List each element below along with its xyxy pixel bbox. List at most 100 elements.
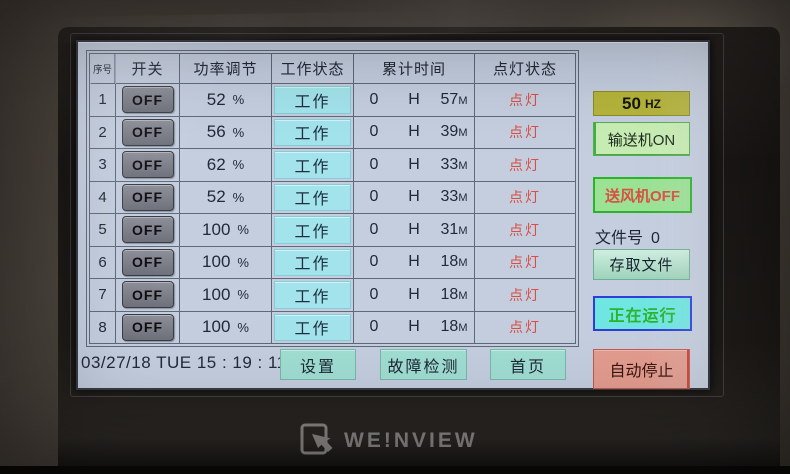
switch-cell: OFF	[116, 214, 180, 247]
runtime-cell: 0 H 39M	[354, 116, 475, 149]
file-number-line: 文件号 0	[595, 224, 660, 248]
runtime-minutes: 31M	[440, 220, 468, 238]
status-cell: 工作	[272, 279, 354, 312]
switch-cell: OFF	[116, 84, 180, 117]
work-status-indicator: 工作	[274, 118, 351, 146]
lamp-status: 点灯	[475, 246, 576, 279]
lamp-status: 点灯	[475, 279, 576, 312]
power-unit: %	[232, 124, 245, 140]
blower-toggle-button[interactable]: 送风机OFF	[593, 177, 692, 213]
runtime-cell: 0 H 18M	[354, 311, 475, 344]
frequency-unit: HZ	[644, 96, 661, 111]
power-value: 100	[202, 252, 231, 272]
lamp-status: 点灯	[475, 84, 576, 117]
file-access-button[interactable]: 存取文件	[593, 249, 690, 280]
runtime-minutes: 57M	[440, 90, 468, 108]
header-serial: 序号	[90, 54, 116, 84]
switch-cell: OFF	[116, 311, 180, 344]
runtime-cell: 0 H 18M	[354, 279, 475, 312]
power-value: 52	[206, 89, 226, 109]
off-button[interactable]: OFF	[121, 216, 174, 244]
runtime-hours: 0	[369, 318, 379, 336]
row-number: 2	[90, 116, 116, 149]
power-cell[interactable]: 100%	[180, 311, 272, 344]
power-cell[interactable]: 52%	[180, 84, 272, 117]
status-cell: 工作	[272, 181, 354, 214]
settings-button[interactable]: 设置	[280, 349, 356, 380]
brand-logo-text: WE!NVIEW	[344, 429, 478, 452]
runtime-hour-label: H	[408, 123, 420, 141]
runtime-hours: 0	[369, 253, 379, 271]
header-lamp: 点灯状态	[475, 54, 576, 84]
frequency-button[interactable]: 50 HZ	[593, 91, 690, 116]
runtime-cell: 0 H 18M	[354, 246, 475, 279]
conveyor-toggle-button[interactable]: 输送机ON	[593, 122, 690, 156]
weinview-touch-icon	[300, 423, 333, 455]
off-button[interactable]: OFF	[121, 281, 174, 309]
file-number-value: 0	[651, 230, 660, 247]
status-cell: 工作	[272, 116, 354, 149]
header-status: 工作状态	[272, 54, 354, 84]
row-number: 7	[90, 279, 116, 312]
runtime-hours: 0	[369, 188, 379, 206]
auto-stop-button[interactable]: 自动停止	[593, 349, 690, 389]
footer-bar: 03/27/18 TUE 15 : 19 : 11 设置 故障检测 首页	[78, 347, 592, 387]
power-unit: %	[237, 254, 249, 270]
row-number: 8	[90, 311, 116, 344]
switch-cell: OFF	[116, 149, 180, 182]
power-unit: %	[237, 222, 249, 238]
power-unit: %	[232, 189, 245, 205]
runtime-minutes: 18M	[440, 253, 468, 271]
runtime-hour-label: H	[408, 318, 420, 336]
header-switch: 开关	[116, 54, 180, 84]
power-value: 62	[206, 154, 226, 174]
off-button[interactable]: OFF	[121, 86, 174, 114]
work-status-indicator: 工作	[274, 248, 351, 276]
off-button[interactable]: OFF	[121, 313, 174, 341]
power-cell[interactable]: 100%	[180, 246, 272, 279]
power-value: 56	[206, 122, 226, 142]
header-time: 累计时间	[354, 54, 475, 84]
runtime-hours: 0	[369, 285, 379, 303]
off-button[interactable]: OFF	[121, 118, 174, 146]
power-value: 100	[202, 317, 231, 337]
off-button[interactable]: OFF	[121, 248, 174, 276]
file-number-label: 文件号	[595, 230, 644, 247]
power-unit: %	[237, 287, 249, 303]
off-button[interactable]: OFF	[121, 183, 174, 211]
power-cell[interactable]: 100%	[180, 214, 272, 247]
row-number: 3	[90, 149, 116, 182]
runtime-cell: 0 H 33M	[354, 149, 475, 182]
row-number: 1	[90, 84, 116, 117]
runtime-hour-label: H	[408, 220, 420, 238]
side-panel: 50 HZ 输送机ON 送风机OFF 文件号 0 存取文件 正在运行 自动停止	[592, 42, 694, 389]
status-cell: 工作	[272, 84, 354, 117]
work-status-indicator: 工作	[274, 281, 351, 309]
home-button[interactable]: 首页	[490, 349, 566, 380]
power-unit: %	[232, 92, 245, 108]
status-cell: 工作	[272, 149, 354, 182]
row-number: 6	[90, 246, 116, 279]
status-cell: 工作	[272, 311, 354, 344]
runtime-hour-label: H	[408, 155, 420, 173]
datetime-display: 03/27/18 TUE 15 : 19 : 11	[81, 353, 287, 372]
off-button[interactable]: OFF	[121, 151, 174, 179]
power-cell[interactable]: 56%	[180, 116, 272, 149]
status-cell: 工作	[272, 246, 354, 279]
photo-bottom-edge	[0, 466, 790, 474]
runtime-hours: 0	[369, 123, 379, 141]
status-cell: 工作	[272, 214, 354, 247]
power-value: 100	[202, 284, 231, 304]
power-value: 100	[202, 219, 231, 239]
header-power: 功率调节	[180, 54, 272, 84]
power-cell[interactable]: 52%	[180, 181, 272, 214]
fault-detect-button[interactable]: 故障检测	[380, 349, 467, 380]
runtime-hour-label: H	[408, 188, 420, 206]
runtime-cell: 0 H 57M	[354, 84, 475, 117]
lamp-status: 点灯	[475, 116, 576, 149]
power-unit: %	[232, 157, 245, 173]
power-cell[interactable]: 62%	[180, 149, 272, 182]
power-cell[interactable]: 100%	[180, 279, 272, 312]
lamp-status: 点灯	[475, 149, 576, 182]
